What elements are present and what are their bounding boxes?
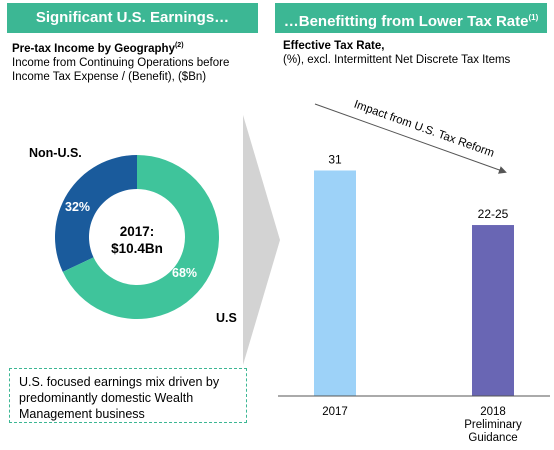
annotation-tax-reform: Impact from U.S. Tax Reform (352, 99, 495, 160)
x-tick-label-2018-0: 2018 (480, 406, 506, 418)
donut-slice-nonus (54, 154, 137, 272)
left-subtitle-line2: Income from Continuing Operations before (12, 56, 230, 69)
donut-slice-us (62, 155, 219, 319)
chevron-shape (243, 115, 280, 365)
x-tick-label-2018-1: Preliminary (464, 419, 522, 431)
left-subtitle-line3: Income Tax Expense / (Benefit), ($Bn) (12, 70, 207, 83)
left-subtitle-title: Pre-tax Income by Geography (12, 42, 175, 55)
right-banner: …Benefitting from Lower Tax Rate(1) (275, 3, 547, 33)
right-subtitle: Effective Tax Rate, (%), excl. Intermitt… (283, 39, 548, 67)
banner-footnote: (1) (528, 13, 539, 22)
bar-value-label-2017: 31 (328, 152, 342, 166)
callout-box: U.S. focused earnings mix driven by pred… (9, 368, 247, 423)
slice-label-us: U.S (216, 311, 237, 325)
donut-center-label: 2017: $10.4Bn (97, 223, 177, 257)
bar-2017 (314, 170, 356, 396)
left-banner: Significant U.S. Earnings… (7, 3, 258, 33)
slice-label-nonus: Non-U.S. (29, 146, 82, 160)
left-subtitle-footnote: (2) (174, 42, 184, 49)
right-subtitle-line2: (%), excl. Intermittent Net Discrete Tax… (283, 54, 511, 66)
bar-value-label-2018: 22-25 (478, 207, 509, 221)
x-tick-label-2017-0: 2017 (322, 406, 348, 418)
slice-pct-nonus: 32% (65, 200, 91, 214)
right-subtitle-title: Effective Tax Rate, (283, 40, 385, 52)
bar-2018 (472, 225, 514, 396)
tax-reform-arrow (314, 103, 507, 174)
left-subtitle: Pre-tax Income by Geography(2) Income fr… (12, 39, 262, 84)
center-label-year: 2017: (119, 224, 155, 239)
x-tick-label-2018-2: Guidance (468, 432, 517, 444)
center-label-total: $10.4Bn (111, 241, 163, 256)
callout-text: U.S. focused earnings mix driven by pred… (19, 375, 220, 421)
chevron-arrow-icon (243, 115, 280, 365)
donut-chart (54, 154, 219, 319)
slice-pct-us: 68% (172, 266, 198, 280)
